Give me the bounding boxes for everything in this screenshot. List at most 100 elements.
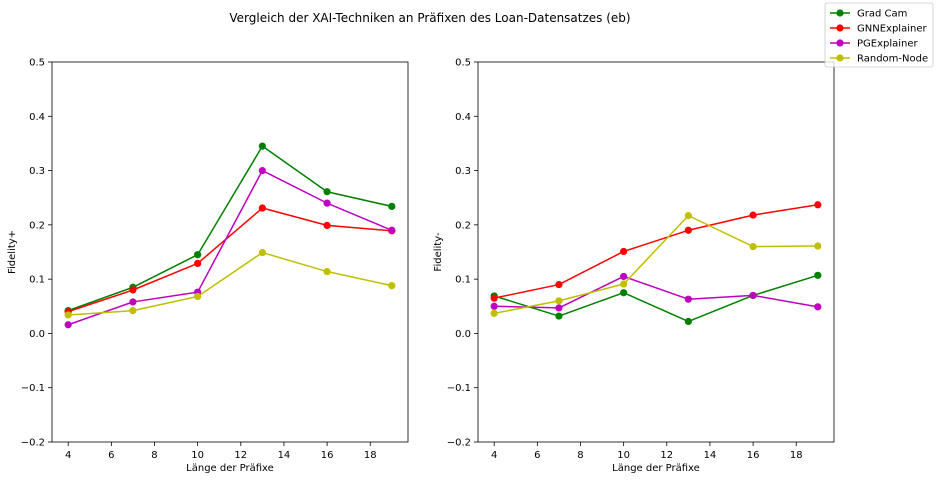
data-point [684, 212, 692, 220]
data-point [323, 199, 331, 207]
y-tick-label: 0.5 [455, 58, 471, 69]
y-tick-label: 0.1 [455, 275, 471, 286]
x-tick-label: 16 [321, 450, 334, 461]
data-point [388, 282, 396, 290]
y-tick-label: 0.0 [455, 329, 471, 340]
series-gnnexplainer [490, 201, 822, 302]
data-point [684, 317, 692, 326]
legend-label: PGExplainer [857, 39, 919, 50]
data-point [684, 295, 692, 303]
y-tick-label: −0.2 [447, 438, 471, 449]
data-point [258, 248, 266, 257]
data-point [388, 226, 396, 234]
data-point [388, 202, 396, 210]
y-tick-label: −0.1 [21, 383, 45, 394]
series-random-node [64, 248, 396, 319]
series-line [493, 274, 819, 323]
y-axis-label: Fidelity+ [7, 230, 18, 274]
y-tick-label: −0.1 [447, 383, 471, 394]
data-point [129, 307, 137, 315]
x-tick-label: 10 [617, 450, 630, 461]
x-tick-label: 16 [747, 450, 760, 461]
y-tick-label: 0.3 [29, 166, 45, 177]
data-point [64, 311, 72, 319]
data-point [814, 201, 822, 209]
data-point [258, 166, 266, 175]
data-point [64, 321, 72, 329]
axes-frame [51, 61, 409, 443]
x-tick-label: 14 [278, 450, 291, 461]
legend-item: GNNExplainer [830, 24, 927, 35]
data-point [323, 188, 331, 196]
subplot-1: 4 6 8 10 12 14 16 18 −0.2 −0.1 0.0 0.1 0.2 0.3 0.4 0.5 L… [7, 58, 409, 474]
data-point [129, 298, 137, 306]
x-tick-label: 6 [108, 450, 114, 461]
y-tick-label: 0.3 [455, 166, 471, 177]
legend: Grad Cam GNNExplainer PGExplainer Random-No… [824, 2, 934, 68]
y-tick-label: 0.4 [455, 112, 471, 123]
legend-item: Grad Cam [830, 9, 907, 20]
series-pgexplainer [490, 272, 822, 312]
data-point [620, 280, 628, 288]
series-grad-cam [64, 142, 396, 315]
x-axis-label: Länge der Präfixe [186, 463, 274, 474]
data-point [555, 304, 563, 312]
series-random-node [490, 212, 822, 317]
data-point [814, 303, 822, 311]
y-tick-label: 0.0 [29, 329, 45, 340]
series-line [67, 169, 393, 326]
data-point [620, 289, 628, 297]
x-tick-label: 6 [534, 450, 540, 461]
data-point [194, 292, 202, 301]
data-point [555, 280, 563, 289]
data-point [814, 242, 822, 250]
series-line [494, 204, 818, 299]
y-tick-label: 0.1 [29, 275, 45, 286]
legend-label: GNNExplainer [857, 24, 927, 35]
legend-label: Grad Cam [857, 9, 907, 20]
data-point [490, 302, 498, 310]
x-axis-label: Länge der Präfixe [612, 463, 700, 474]
data-point [194, 251, 202, 259]
y-axis-label: Fidelity- [433, 232, 444, 272]
legend-swatch-marker [836, 24, 844, 32]
x-tick-label: 12 [234, 450, 247, 461]
series-line [67, 207, 392, 313]
y-tick-label: 0.2 [29, 220, 45, 231]
data-point [749, 211, 757, 219]
data-point [490, 309, 498, 317]
x-tick-label: 18 [790, 450, 803, 461]
data-point [323, 221, 331, 229]
legend-swatch-marker [836, 54, 844, 62]
data-point [749, 242, 757, 251]
legend-swatch-marker [836, 39, 844, 47]
subplots: 4 6 8 10 12 14 16 18 −0.2 −0.1 0.0 0.1 0.2 0.3 0.4 0.5 L… [7, 58, 835, 474]
x-tick-label: 10 [191, 450, 204, 461]
series-line [68, 251, 392, 316]
legend-item: Random-Node [830, 54, 928, 65]
data-point [194, 259, 202, 267]
figure-title: Vergleich der XAI-Techniken an Präfixen … [229, 11, 630, 25]
data-point [258, 142, 266, 150]
series-line [494, 214, 818, 315]
data-point [129, 286, 137, 294]
data-point [323, 267, 331, 276]
y-tick-label: 0.5 [29, 58, 45, 69]
series-pgexplainer [64, 166, 396, 329]
y-tick-label: 0.4 [29, 112, 45, 123]
data-point [258, 204, 266, 212]
series-line [67, 145, 392, 312]
x-tick-label: 4 [65, 450, 71, 461]
legend-frame [824, 2, 934, 68]
x-tick-label: 12 [660, 450, 673, 461]
x-tick-label: 8 [577, 450, 583, 461]
legend-swatch-marker [836, 9, 844, 17]
data-point [749, 291, 757, 300]
legend-label: Random-Node [857, 54, 928, 65]
series-gnnexplainer [64, 204, 396, 316]
data-point [555, 297, 563, 305]
data-point [814, 271, 822, 279]
x-tick-label: 4 [491, 450, 497, 461]
data-point [620, 272, 628, 281]
y-tick-label: −0.2 [21, 438, 45, 449]
